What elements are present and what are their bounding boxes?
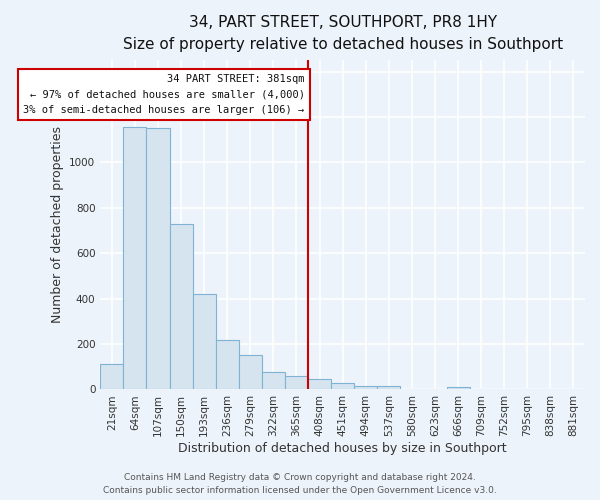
X-axis label: Distribution of detached houses by size in Southport: Distribution of detached houses by size … [178,442,507,455]
Bar [170,224,193,390]
Bar [446,387,470,390]
Bar [239,356,262,390]
Text: 34 PART STREET: 381sqm
← 97% of detached houses are smaller (4,000)
3% of semi-d: 34 PART STREET: 381sqm ← 97% of detached… [23,74,305,115]
Bar [100,364,124,390]
Bar [308,379,331,390]
Title: 34, PART STREET, SOUTHPORT, PR8 1HY
Size of property relative to detached houses: 34, PART STREET, SOUTHPORT, PR8 1HY Size… [122,15,563,52]
Bar [285,376,308,390]
Bar [146,128,170,390]
Bar [331,383,354,390]
Y-axis label: Number of detached properties: Number of detached properties [50,126,64,324]
Bar [377,386,400,390]
Bar [215,340,239,390]
Bar [124,128,146,390]
Bar [262,372,285,390]
Bar [354,386,377,390]
Text: Contains HM Land Registry data © Crown copyright and database right 2024.
Contai: Contains HM Land Registry data © Crown c… [103,474,497,495]
Bar [193,294,215,390]
